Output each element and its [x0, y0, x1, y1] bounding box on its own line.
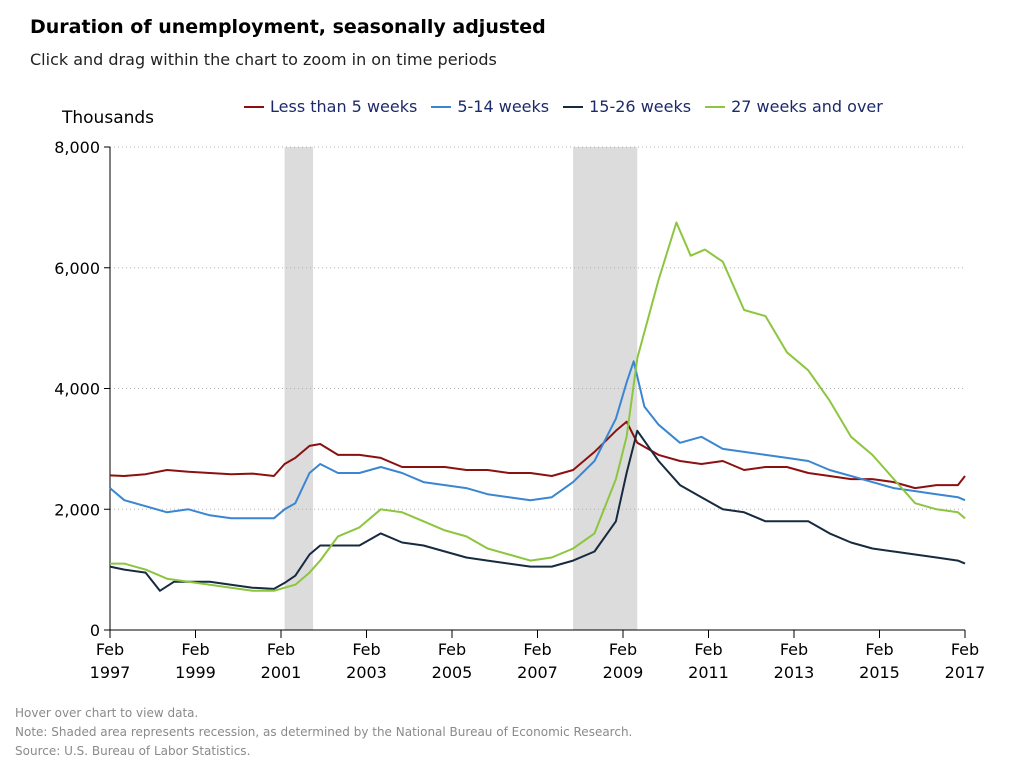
x-tick-label: 2011 — [688, 663, 729, 682]
legend-swatch — [244, 105, 264, 108]
x-tick-label: 2009 — [603, 663, 644, 682]
y-tick-label: 0 — [90, 621, 100, 640]
legend-swatch — [431, 105, 452, 108]
legend-label: 27 weeks and over — [731, 97, 883, 116]
x-tick-label: Feb — [865, 640, 893, 659]
chart-subtitle: Click and drag within the chart to zoom … — [30, 50, 497, 69]
x-tick-label: 2017 — [945, 663, 986, 682]
x-tick-label: Feb — [609, 640, 637, 659]
legend-swatch — [705, 105, 726, 108]
series-line-5-14-weeks — [109, 360, 966, 520]
x-tick-label: Feb — [438, 640, 466, 659]
x-tick-label: 2001 — [261, 663, 302, 682]
footnote-hover: Hover over chart to view data. — [15, 706, 199, 720]
x-tick-label: Feb — [780, 640, 808, 659]
chart-title: Duration of unemployment, seasonally adj… — [30, 16, 546, 38]
series-line-15-26-weeks — [109, 429, 966, 592]
y-tick-label: 4,000 — [54, 380, 100, 399]
x-tick-label: Feb — [523, 640, 551, 659]
legend-swatch — [563, 105, 584, 108]
footnote-source: Source: U.S. Bureau of Labor Statistics. — [15, 744, 251, 758]
legend-label: Less than 5 weeks — [270, 97, 418, 116]
x-tick-label: 2005 — [432, 663, 473, 682]
footnote-recession: Note: Shaded area represents recession, … — [15, 725, 633, 739]
x-tick-label: Feb — [181, 640, 209, 659]
x-tick-label: Feb — [267, 640, 295, 659]
series-line-less-than-5-weeks — [109, 420, 966, 490]
legend-label: 5-14 weeks — [457, 97, 550, 116]
chart-legend: Less than 5 weeks 5-14 weeks 15-26 weeks… — [244, 97, 897, 116]
x-tick-label: 2003 — [346, 663, 387, 682]
x-tick-label: Feb — [352, 640, 380, 659]
y-axis-label: Thousands — [62, 108, 155, 128]
x-tick-label: 1999 — [175, 663, 216, 682]
y-tick-label: 2,000 — [54, 500, 100, 519]
line-chart[interactable]: 0 2,000 4,000 6,000 8,000 Feb 1997 Feb 1999 Feb 20… — [0, 0, 1024, 700]
x-tick-label: 2013 — [774, 663, 815, 682]
legend-item-15-26[interactable]: 15-26 weeks — [563, 97, 691, 116]
legend-item-5-14[interactable]: 5-14 weeks — [431, 97, 549, 116]
x-tick-label: 1997 — [90, 663, 131, 682]
legend-item-lt5[interactable]: Less than 5 weeks — [244, 97, 417, 116]
x-tick-label: Feb — [951, 640, 979, 659]
x-tick-label: 2007 — [517, 663, 558, 682]
legend-label: 15-26 weeks — [589, 97, 692, 116]
x-tick-label: Feb — [96, 640, 124, 659]
series-line-27-weeks-and-over — [110, 221, 966, 592]
y-tick-label: 6,000 — [54, 259, 100, 278]
y-tick-label: 8,000 — [54, 138, 100, 157]
x-tick-label: Feb — [694, 640, 722, 659]
x-tick-label: 2015 — [859, 663, 900, 682]
legend-item-27plus[interactable]: 27 weeks and over — [705, 97, 883, 116]
